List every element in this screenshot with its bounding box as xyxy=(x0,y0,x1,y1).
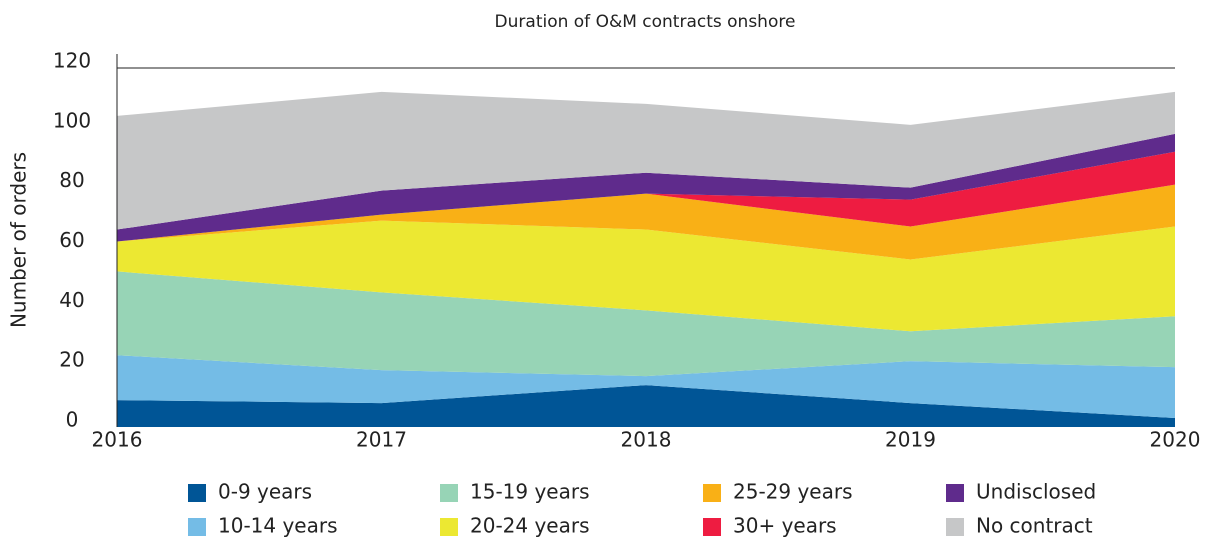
area xyxy=(117,220,1175,332)
area xyxy=(117,151,1175,242)
legend-label: 30+ years xyxy=(733,514,837,538)
x-tick-label: 2018 xyxy=(621,428,672,452)
y-tick-label: 120 xyxy=(53,49,91,73)
y-tick-label: 80 xyxy=(59,168,84,192)
y-axis-label: Number of orders xyxy=(7,152,31,328)
legend-label: 10-14 years xyxy=(218,514,338,538)
y-tick-label: 0 xyxy=(66,408,79,432)
legend-label: 25-29 years xyxy=(733,480,853,504)
legend-label: 0-9 years xyxy=(218,480,312,504)
legend-swatch xyxy=(188,484,206,502)
legend-swatch xyxy=(946,518,964,536)
area xyxy=(117,91,1175,230)
x-tick-label: 2019 xyxy=(885,428,936,452)
legend-swatch xyxy=(703,484,721,502)
y-tick-label: 60 xyxy=(59,228,84,252)
y-tick-label: 40 xyxy=(59,288,84,312)
area xyxy=(117,355,1175,419)
legend-label: No contract xyxy=(976,514,1093,538)
area xyxy=(117,271,1175,377)
legend-label: Undisclosed xyxy=(976,480,1096,504)
x-tick-label: 2016 xyxy=(92,428,143,452)
legend-label: 20-24 years xyxy=(470,514,590,538)
legend-label: 15-19 years xyxy=(470,480,590,504)
legend-swatch xyxy=(188,518,206,536)
y-tick-label: 20 xyxy=(59,348,84,372)
y-tick-label: 100 xyxy=(53,108,91,132)
legend-swatch xyxy=(946,484,964,502)
legend-swatch xyxy=(440,518,458,536)
x-tick-label: 2020 xyxy=(1150,428,1201,452)
area xyxy=(117,133,1175,242)
legend-swatch xyxy=(703,518,721,536)
chart-title: Duration of O&M contracts onshore xyxy=(495,12,796,32)
area xyxy=(117,385,1175,427)
area xyxy=(117,184,1175,260)
legend-swatch xyxy=(440,484,458,502)
x-tick-label: 2017 xyxy=(356,428,407,452)
